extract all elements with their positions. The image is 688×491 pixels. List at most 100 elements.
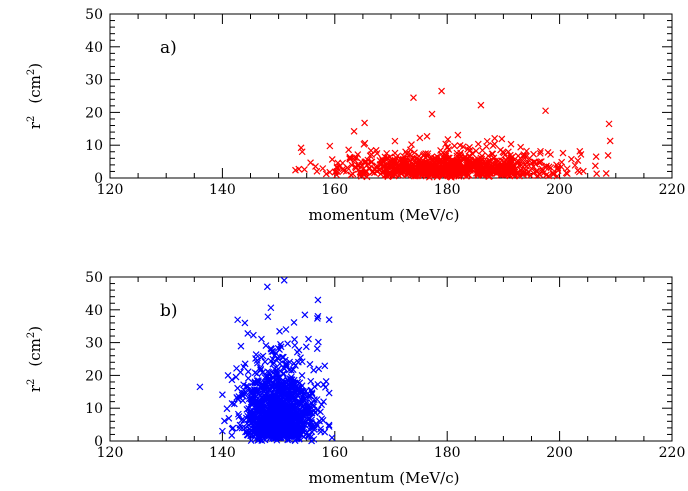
panel-a-data-point <box>307 159 314 167</box>
panel-a-data-point <box>563 170 571 178</box>
panel-a-data-point <box>604 151 612 159</box>
panel-b-data-point <box>280 427 288 435</box>
panel-b-data-point <box>276 392 284 399</box>
panel-a-data-point <box>361 159 369 167</box>
panel-b-data-point <box>261 358 269 366</box>
panel-a-data-point <box>542 107 549 115</box>
panel-a-data-point <box>416 134 424 142</box>
panel-b-ylabel-unit-open: (cm <box>26 338 44 366</box>
panel-a-data-point <box>498 135 506 143</box>
panel-b-data-point <box>244 329 252 337</box>
panel-a-data-point <box>537 147 544 155</box>
panel-a-data-point <box>295 165 303 173</box>
panel-a-x-tick-label: 200 <box>546 182 573 198</box>
panel-b-data-point <box>286 402 294 410</box>
panel-b-y-tick-label: 0 <box>94 434 103 450</box>
panel-b-data-point <box>282 431 290 438</box>
panel-a-data-point <box>361 139 369 147</box>
panel-b-data-point <box>232 373 240 381</box>
panel-a-data-point <box>553 172 561 180</box>
panel-a-x-tick-label: 140 <box>209 182 236 198</box>
panel-a-data-point <box>418 158 426 165</box>
panel-a-data-point <box>345 146 353 154</box>
panel-b-data-point <box>271 365 279 373</box>
panel-b-data-point <box>291 437 299 445</box>
panel-a-data-point <box>408 141 415 149</box>
panel-a-data-point <box>479 159 487 166</box>
panel-b-x-tick-label: 220 <box>659 445 686 461</box>
panel-a-data-point <box>297 144 305 152</box>
panel-a-data-point <box>507 164 515 172</box>
panel-b-y-tick-label: 50 <box>85 270 103 286</box>
panel-b-data-point <box>234 395 242 403</box>
panel-b-data-point <box>229 424 237 432</box>
panel-a-data-point <box>399 162 407 170</box>
panel-a-y-tick-label: 0 <box>94 171 103 187</box>
panel-a-data-point <box>571 161 579 169</box>
panel-b-data-point <box>305 335 312 343</box>
panel-a-data-point <box>422 164 430 172</box>
panel-a-data-point <box>574 166 582 174</box>
panel-b-points <box>196 276 336 445</box>
panel-a-data-point <box>381 153 389 161</box>
panel-b-data-point <box>221 417 228 425</box>
panel-b-data-point <box>281 399 289 407</box>
panel-b-data-point <box>243 419 251 427</box>
panel-b-data-point <box>314 338 322 346</box>
panel-b-data-point <box>289 391 297 398</box>
panel-b-label: b) <box>160 301 178 321</box>
panel-a-data-point <box>380 168 388 176</box>
panel-b-data-point <box>314 312 322 320</box>
panel-b-data-point <box>263 398 271 406</box>
panel-b-data-point <box>277 340 284 348</box>
panel-a-data-point <box>348 161 356 169</box>
panel-b-data-point <box>270 420 278 428</box>
panel-b-data-point <box>308 437 316 445</box>
panel-b-data-point <box>259 369 266 377</box>
panel-a-data-point <box>451 142 458 150</box>
panel-a-data-point <box>410 94 417 102</box>
panel-b-data-point <box>230 400 238 408</box>
panel-a-data-point <box>428 110 436 118</box>
panel-b-x-axis-title: momentum (MeV/c) <box>309 469 460 487</box>
panel-b-data-point <box>228 431 236 439</box>
panel-b-data-point <box>245 405 253 412</box>
panel-b-data-point <box>313 315 321 322</box>
panel-a-data-point <box>352 154 360 162</box>
panel-b-data-point <box>234 316 242 324</box>
panel-a-data-point <box>402 157 410 165</box>
panel-a-data-point <box>381 162 389 170</box>
panel-b-data-point <box>305 425 313 433</box>
panel-a-data-point <box>319 165 327 172</box>
panel-b-data-point <box>292 399 300 406</box>
panel-a-data-point <box>502 167 510 175</box>
panel-a-data-point <box>326 168 334 176</box>
panel-a-data-point <box>427 156 435 164</box>
panel-b-data-point <box>291 336 298 343</box>
panel-a-data-point <box>336 163 344 170</box>
panel-a-data-point <box>465 172 472 179</box>
panel-b-data-point <box>248 430 256 438</box>
panel-a-data-point <box>447 165 454 173</box>
panel-b-data-point <box>312 419 320 427</box>
panel-b-data-point <box>308 389 316 397</box>
panel-a-data-point <box>358 168 365 176</box>
panel-b-data-point <box>241 319 249 327</box>
panel-a-data-point <box>376 166 384 174</box>
panel-b-data-point <box>267 304 275 312</box>
panel-b-data-point <box>265 368 273 376</box>
panel-b-data-point <box>264 313 272 321</box>
panel-a-data-point <box>536 158 544 166</box>
panel-a-data-point <box>475 169 482 177</box>
panel-b-y-tick-label: 10 <box>85 401 103 417</box>
panel-a-data-point <box>420 164 428 172</box>
panel-b-x-tick-label: 160 <box>321 445 348 461</box>
panel-a-y-tick-label: 50 <box>85 7 103 23</box>
panel-a-data-point <box>457 152 465 160</box>
panel-a-data-point <box>474 140 482 148</box>
panel-a-data-point <box>459 163 467 170</box>
panel-b-data-point <box>228 400 236 407</box>
panel-a-ylabel-unit-close: ) <box>26 63 44 69</box>
panel-b-data-point <box>328 434 336 442</box>
panel-a-data-point <box>368 158 376 166</box>
